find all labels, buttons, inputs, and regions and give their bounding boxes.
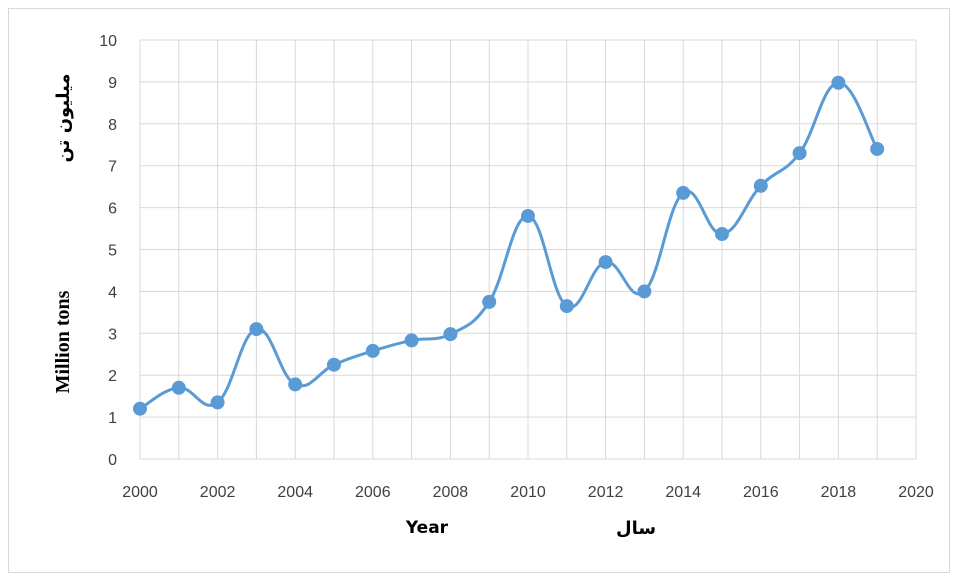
data-point <box>676 185 691 200</box>
x-tick-label: 2006 <box>355 484 391 501</box>
data-point <box>482 294 497 309</box>
x-tick-label: 2008 <box>433 484 469 501</box>
data-point <box>327 357 341 372</box>
y-axis-label: Million tons <box>52 290 74 393</box>
y-tick-label: 6 <box>108 201 117 218</box>
x-axis-label: Year <box>405 518 449 538</box>
data-point <box>637 284 652 299</box>
x-tick-label: 2002 <box>200 484 236 501</box>
data-point <box>443 327 458 342</box>
gridlines <box>139 39 917 460</box>
x-tick-label: 2014 <box>665 484 701 501</box>
y-tick-label: 7 <box>108 159 117 176</box>
x-tick-label: 2020 <box>898 484 934 501</box>
y-tick-label: 2 <box>108 368 117 385</box>
data-point <box>133 401 147 416</box>
x-tick-label: 2018 <box>821 484 857 501</box>
data-point <box>870 141 885 156</box>
y-tick-label: 4 <box>108 284 117 301</box>
x-tick-labels: 2000 2002 2004 2006 2008 2010 2012 2014 2016 2018… <box>122 484 934 501</box>
data-points <box>133 75 885 416</box>
x-tick-label: 2004 <box>277 484 313 501</box>
x-tick-label: 2012 <box>588 484 624 501</box>
y-tick-labels: 0 1 2 3 4 5 6 7 8 9 10 <box>99 33 117 469</box>
y-tick-label: 10 <box>99 33 117 50</box>
data-point <box>598 255 613 270</box>
series-line <box>139 81 879 411</box>
data-point <box>831 75 846 90</box>
data-point <box>559 299 574 314</box>
chart-frame <box>8 8 950 573</box>
series-line-layer <box>139 81 879 411</box>
y-tick-label: 0 <box>108 452 117 469</box>
data-point <box>521 208 535 223</box>
y-tick-label: 8 <box>108 117 117 134</box>
data-point <box>210 395 225 410</box>
y-tick-label: 1 <box>108 410 117 427</box>
y-tick-label: 5 <box>108 243 117 260</box>
x-tick-label: 2016 <box>743 484 779 501</box>
x-tick-label: 2010 <box>510 484 546 501</box>
x-axis-label-secondary: سال <box>616 518 656 539</box>
data-point <box>792 146 807 161</box>
data-point <box>171 380 186 395</box>
data-point <box>753 178 768 193</box>
data-point <box>249 322 264 337</box>
data-point <box>288 377 303 392</box>
data-point <box>365 343 380 358</box>
y-tick-label: 3 <box>108 326 117 343</box>
data-point <box>404 333 419 348</box>
x-tick-label: 2000 <box>122 484 158 501</box>
data-point <box>715 226 729 241</box>
y-axis-label-secondary: میلیون تن <box>53 73 74 162</box>
y-tick-label: 9 <box>108 75 117 92</box>
